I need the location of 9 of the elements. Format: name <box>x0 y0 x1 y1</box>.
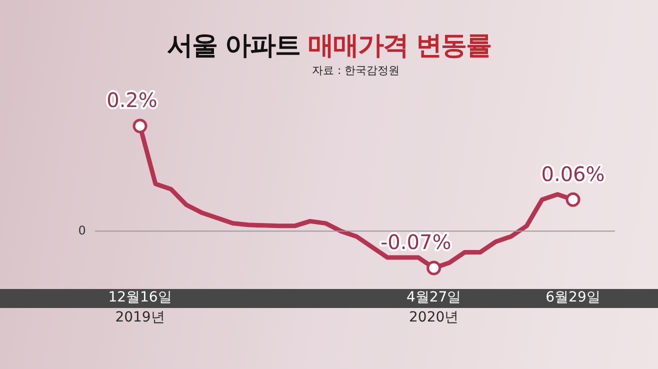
ref-line-label: 0 <box>78 223 86 238</box>
data-label: 0.2% <box>106 88 158 112</box>
data-label: 0.06% <box>541 162 605 186</box>
text: 자료 : 한국감정원 <box>312 63 400 78</box>
chart-title: 서울 아파트 매매가격 변동률 <box>166 31 492 61</box>
x-tick-label: 12월16일 2019년 <box>108 290 172 326</box>
x-tick-label: 6월29일 <box>546 290 600 306</box>
data-label: -0.07% <box>380 230 452 254</box>
x-tick-label: 4월27일 2020년 <box>406 290 462 326</box>
